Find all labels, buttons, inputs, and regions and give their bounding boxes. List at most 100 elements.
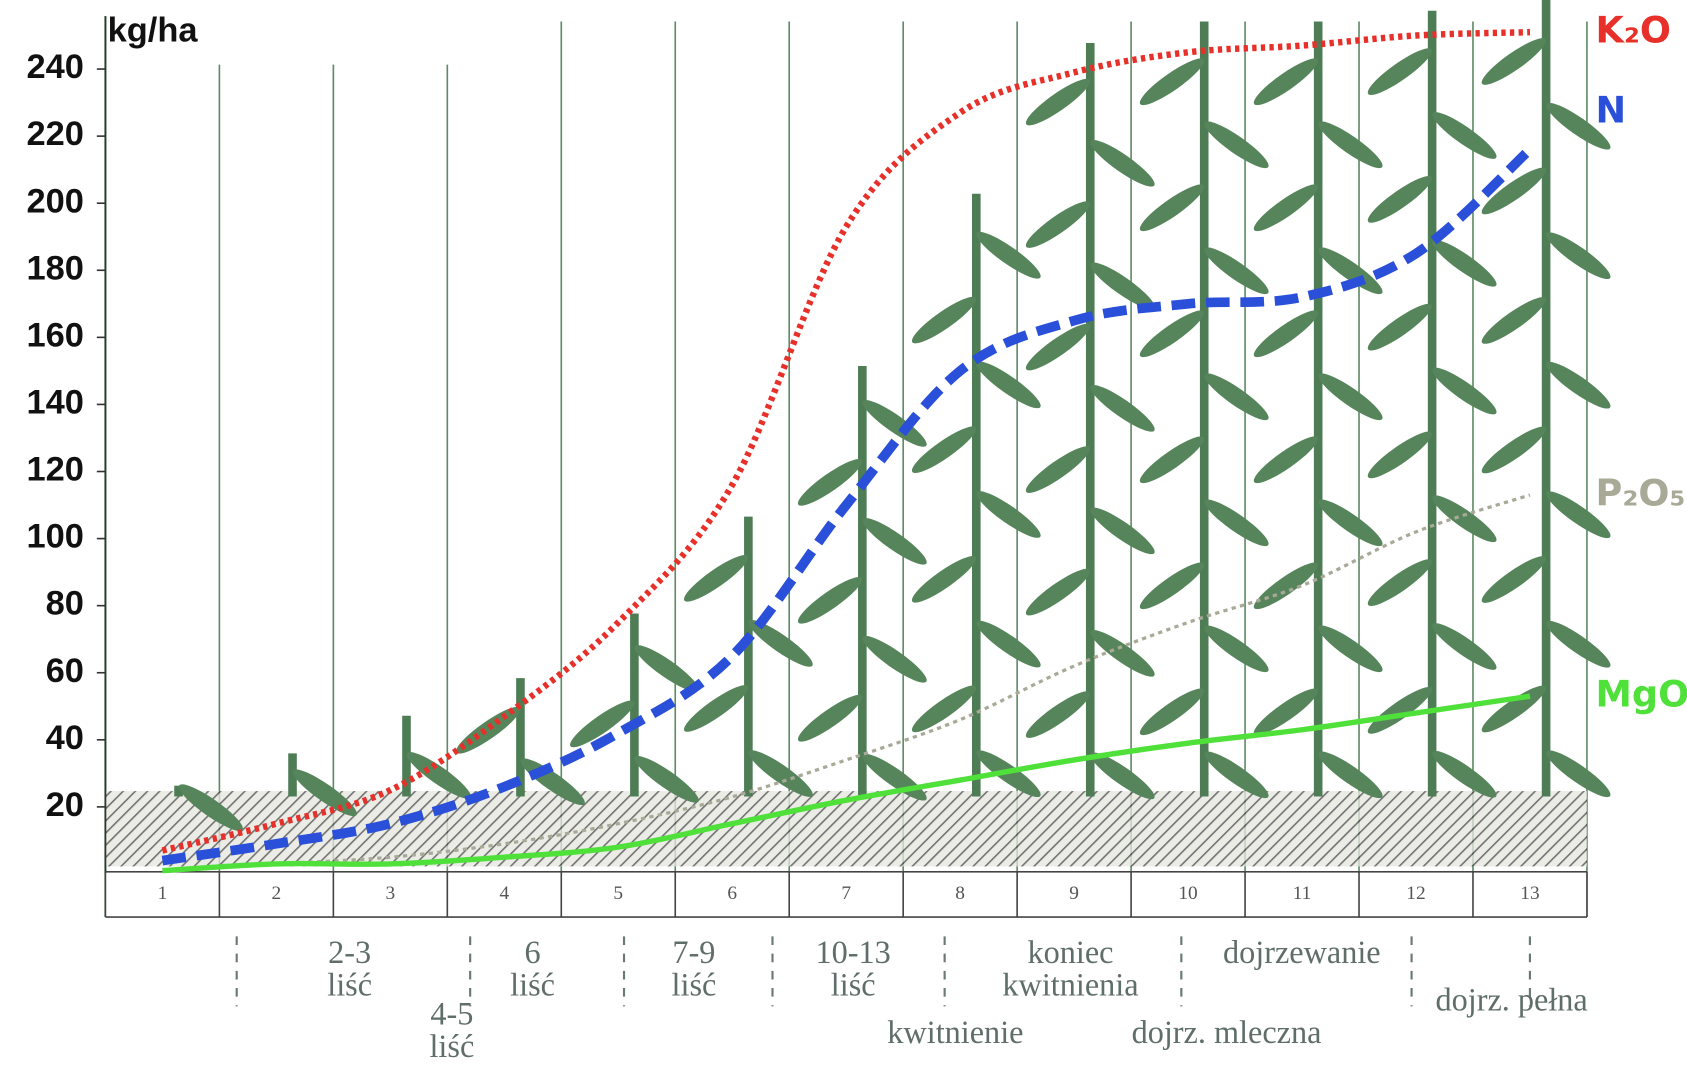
box-fill <box>105 872 1587 916</box>
plant-leaf <box>1253 688 1319 736</box>
plant-leaf <box>406 752 471 799</box>
series-label: N <box>1596 88 1627 131</box>
plant-leaf <box>683 685 749 732</box>
plant-leaf <box>1025 323 1091 371</box>
plant-leaf <box>1481 426 1546 474</box>
plant-leaf <box>1204 373 1269 421</box>
plant-leaf <box>1318 247 1383 295</box>
y-tick-label: 40 <box>46 719 84 757</box>
plant-leaf <box>1481 556 1546 603</box>
plant-leaf <box>911 555 977 603</box>
plant-leaf <box>1367 303 1432 351</box>
plant-leaf <box>1432 239 1497 287</box>
y-tick-label: 80 <box>46 585 84 623</box>
plant-leaf <box>1481 167 1546 215</box>
plant-leaf <box>683 555 749 602</box>
series-line <box>161 28 1531 854</box>
y-tick-label: 60 <box>46 652 84 690</box>
x-tick-label: 12 <box>1406 883 1425 904</box>
plant-leaf <box>1546 361 1611 409</box>
plant-leaf <box>1204 751 1269 799</box>
plant-leaf <box>862 400 927 447</box>
plant-leaf <box>1318 499 1383 547</box>
x-tick-label: 7 <box>841 883 851 904</box>
plant-leaf <box>1139 184 1205 232</box>
phase-label: dojrzewanie <box>1223 934 1381 970</box>
series-label: P₂O₅ <box>1596 471 1686 514</box>
x-tick-label: 1 <box>158 883 168 904</box>
plant-leaf <box>1253 310 1319 358</box>
plant-leaf <box>1253 184 1319 232</box>
plant-leaf <box>634 756 699 803</box>
y-tick-label: 220 <box>26 115 83 153</box>
x-tick-label: 10 <box>1178 883 1197 904</box>
plant-leaf <box>862 635 927 683</box>
x-tick-label: 2 <box>272 883 282 904</box>
plant-leaf <box>1025 446 1091 493</box>
y-tick-label: 200 <box>26 182 83 220</box>
series-line <box>162 693 1531 874</box>
y-tick-label: 140 <box>26 384 83 422</box>
plant-leaf <box>1367 176 1432 223</box>
plant-leaf <box>1139 58 1205 106</box>
y-tick-label: 120 <box>26 451 83 489</box>
plant-leaf <box>1204 247 1269 295</box>
plant-leaf <box>456 706 521 754</box>
phase-label: kwitnienie <box>887 1014 1023 1050</box>
y-tick-label: 240 <box>26 48 83 86</box>
phase-label: liść <box>327 966 372 1002</box>
plant-leaf <box>1253 58 1319 106</box>
plants <box>174 0 1611 831</box>
y-tick-label: 160 <box>26 316 83 354</box>
plant-leaf <box>1546 620 1611 668</box>
plant-leaf <box>1139 310 1205 358</box>
phase-label: 6 <box>524 934 540 970</box>
plant-leaf <box>1025 201 1091 248</box>
plant-leaf <box>1432 623 1497 670</box>
plant-leaf <box>1367 431 1432 479</box>
plant-leaf <box>911 426 977 473</box>
plant-leaf <box>976 491 1041 538</box>
plant-leaf <box>1139 436 1205 484</box>
plant-leaf <box>797 694 863 742</box>
plant-leaf <box>1204 499 1269 547</box>
series-label: MgO <box>1596 673 1687 716</box>
phase-label: liść <box>429 1028 474 1064</box>
plant-leaf <box>748 620 813 667</box>
phase-label: liść <box>831 966 876 1002</box>
x-tick-label: 11 <box>1293 883 1312 904</box>
x-tick-label: 3 <box>385 883 395 904</box>
plant-leaf <box>911 296 977 344</box>
series-line <box>161 145 1534 866</box>
plant-leaf <box>1090 507 1155 555</box>
plant-leaf <box>1432 495 1497 543</box>
plant-leaf <box>1481 38 1546 85</box>
plant-leaf <box>1253 436 1319 484</box>
phase-label: 4-5 <box>430 996 473 1032</box>
plant-leaf <box>1481 685 1546 733</box>
phase-label: dojrz. pełna <box>1435 982 1587 1018</box>
plant-leaf <box>976 620 1041 668</box>
x-tick-label: 8 <box>955 883 965 904</box>
plant-leaf <box>1318 121 1383 169</box>
plant-leaf <box>1090 262 1155 310</box>
y-axis-label: kg/ha <box>108 11 199 49</box>
plant-leaf <box>976 361 1041 409</box>
plant-leaf <box>1253 562 1319 610</box>
phase-label: 7-9 <box>672 934 715 970</box>
plant-leaf <box>862 518 927 565</box>
phase-label: dojrz. mleczna <box>1132 1014 1322 1050</box>
phase-label: liść <box>672 966 717 1002</box>
plant-leaf <box>1025 568 1091 616</box>
plant-leaf <box>1367 48 1432 95</box>
plant-leaf <box>1367 687 1432 734</box>
plant-leaf <box>911 685 977 733</box>
phase-label: kwitnienia <box>1002 966 1138 1002</box>
plant-leaf <box>1090 385 1155 432</box>
plant-leaf <box>1481 297 1546 344</box>
plant-leaf <box>1367 559 1432 606</box>
plant-leaf <box>1546 232 1611 280</box>
plant-leaf <box>1546 102 1611 150</box>
plant-leaf <box>1204 625 1269 673</box>
